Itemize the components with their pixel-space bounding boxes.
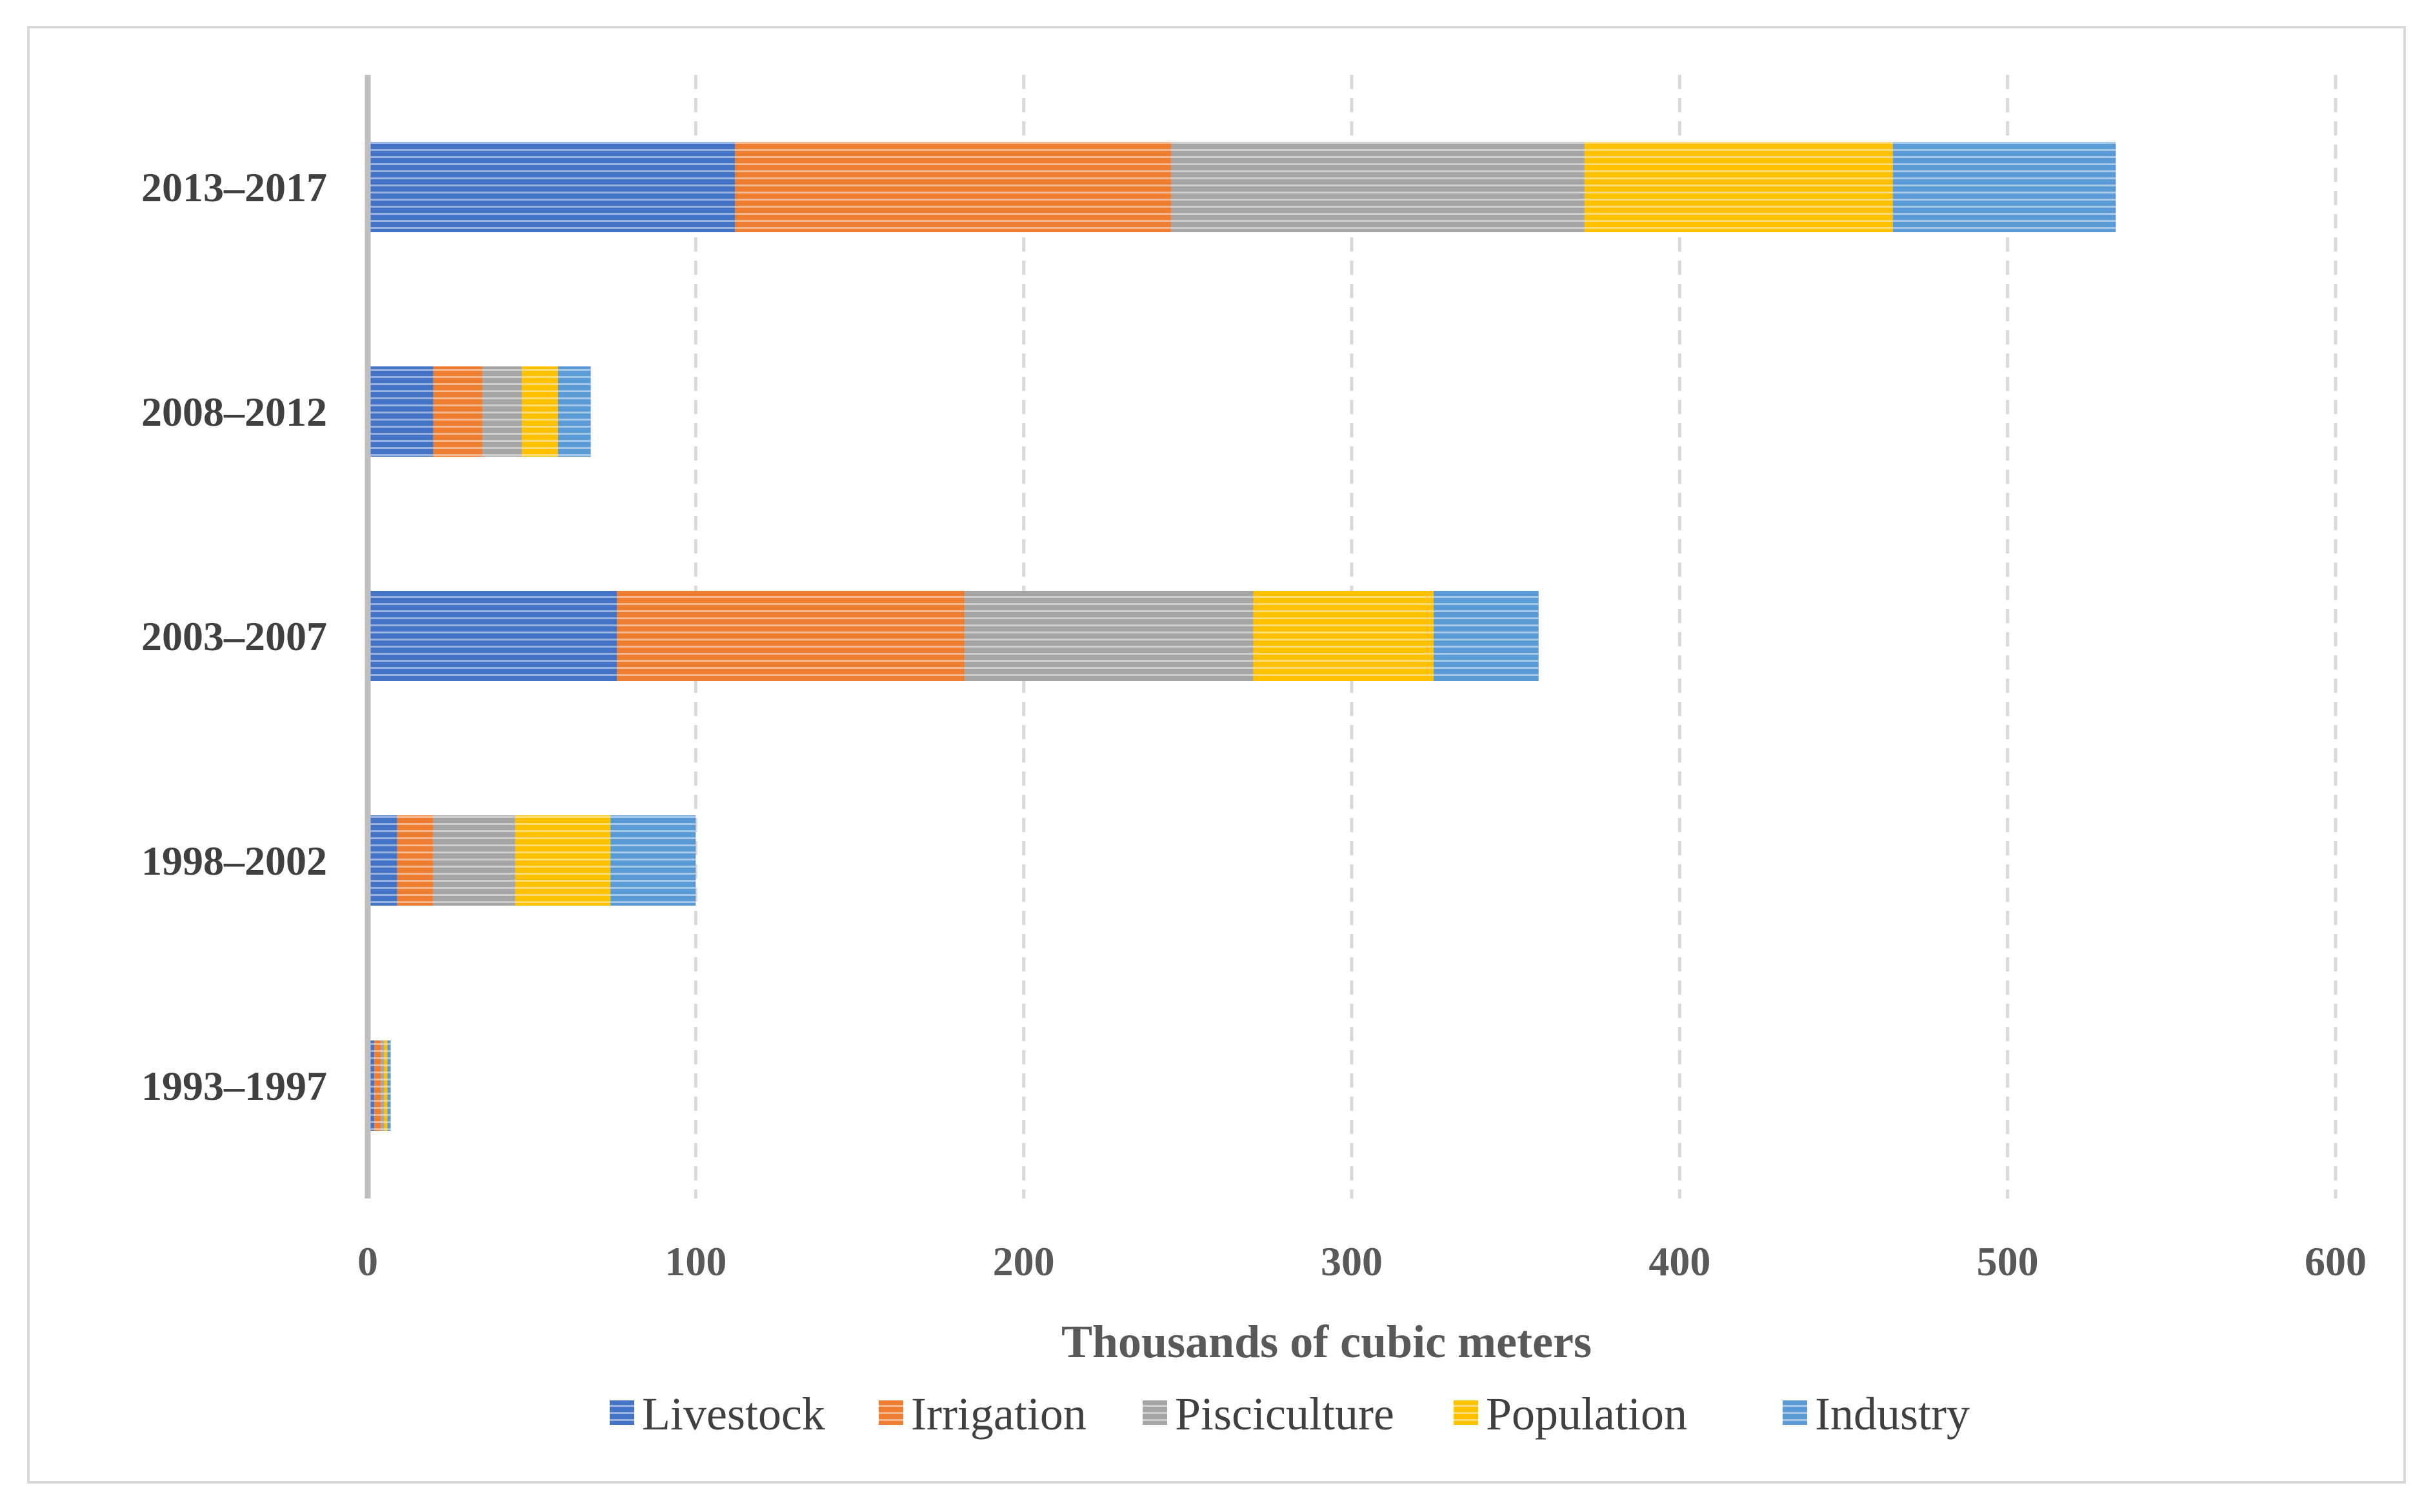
bar-irrigation-2003–2007: [617, 591, 965, 681]
y-tick-labels: 2013–2017 2008–2012 2003–2007 1998–2002 1993…: [141, 164, 327, 1109]
bar-industry-2013–2017: [1892, 142, 2116, 232]
bar-irrigation-1998–2002: [397, 815, 434, 906]
x-tick-label: 200: [993, 1238, 1055, 1284]
bar-livestock-1998–2002: [368, 815, 397, 906]
bar-irrigation-2013–2017: [735, 142, 1172, 232]
bar-pisciculture-2013–2017: [1171, 142, 1585, 232]
y-tick-label: 1993–1997: [141, 1063, 327, 1109]
bar-industry-1998–2002: [610, 815, 696, 906]
bar-population-2008–2012: [521, 366, 558, 457]
legend-item-livestock: Livestock: [610, 1388, 825, 1440]
chart-frame: [27, 26, 2406, 1484]
bar-pisciculture-2008–2012: [482, 366, 522, 457]
legend-item-pisciculture: Pisciculture: [1143, 1388, 1394, 1440]
y-tick-label: 1998–2002: [141, 838, 327, 884]
bar-pisciculture-1998–2002: [433, 815, 516, 906]
bar-pisciculture-2003–2007: [965, 591, 1254, 681]
y-tick-label: 2003–2007: [141, 613, 327, 659]
x-tick-label: 0: [357, 1238, 378, 1284]
bar-population-2013–2017: [1584, 142, 1893, 232]
bar-irrigation-1993–1997: [374, 1040, 381, 1131]
bar-irrigation-2008–2012: [433, 366, 483, 457]
bar-industry-1993–1997: [387, 1040, 391, 1131]
legend-label: Livestock: [642, 1388, 825, 1440]
bar-livestock-2013–2017: [368, 142, 736, 232]
legend-label: Pisciculture: [1175, 1388, 1394, 1440]
bar-industry-2003–2007: [1434, 591, 1539, 681]
bar-population-1993–1997: [384, 1040, 388, 1131]
x-axis-title: Thousands of cubic meters: [1061, 1316, 1592, 1368]
bar-population-1998–2002: [515, 815, 611, 906]
x-tick-label: 300: [1321, 1238, 1383, 1284]
x-tick-label: 500: [1977, 1238, 2039, 1284]
bars: [368, 142, 2116, 1131]
legend-item-population: Population: [1454, 1388, 1687, 1440]
bar-livestock-2008–2012: [368, 366, 434, 457]
x-tick-label: 600: [2305, 1238, 2367, 1284]
y-tick-label: 2008–2012: [141, 389, 327, 435]
x-tick-label: 400: [1648, 1238, 1710, 1284]
bar-population-2003–2007: [1253, 591, 1434, 681]
gridlines: [694, 75, 2338, 1199]
legend-label: Industry: [1815, 1388, 1970, 1440]
legend-label: Population: [1486, 1388, 1687, 1440]
legend-label: Irrigation: [911, 1388, 1086, 1440]
x-tick-label: 100: [665, 1238, 726, 1284]
legend: Livestock Irrigation Pisciculture Populatio…: [610, 1388, 1970, 1440]
bar-industry-2008–2012: [557, 366, 591, 457]
legend-item-industry: Industry: [1783, 1388, 1970, 1440]
bar-livestock-1993–1997: [368, 1040, 375, 1131]
bar-pisciculture-1993–1997: [381, 1040, 385, 1131]
x-tick-labels: 0 100 200 300 400 500 600: [357, 1238, 2367, 1284]
y-tick-label: 2013–2017: [141, 164, 327, 210]
bar-livestock-2003–2007: [368, 591, 617, 681]
legend-item-irrigation: Irrigation: [879, 1388, 1086, 1440]
